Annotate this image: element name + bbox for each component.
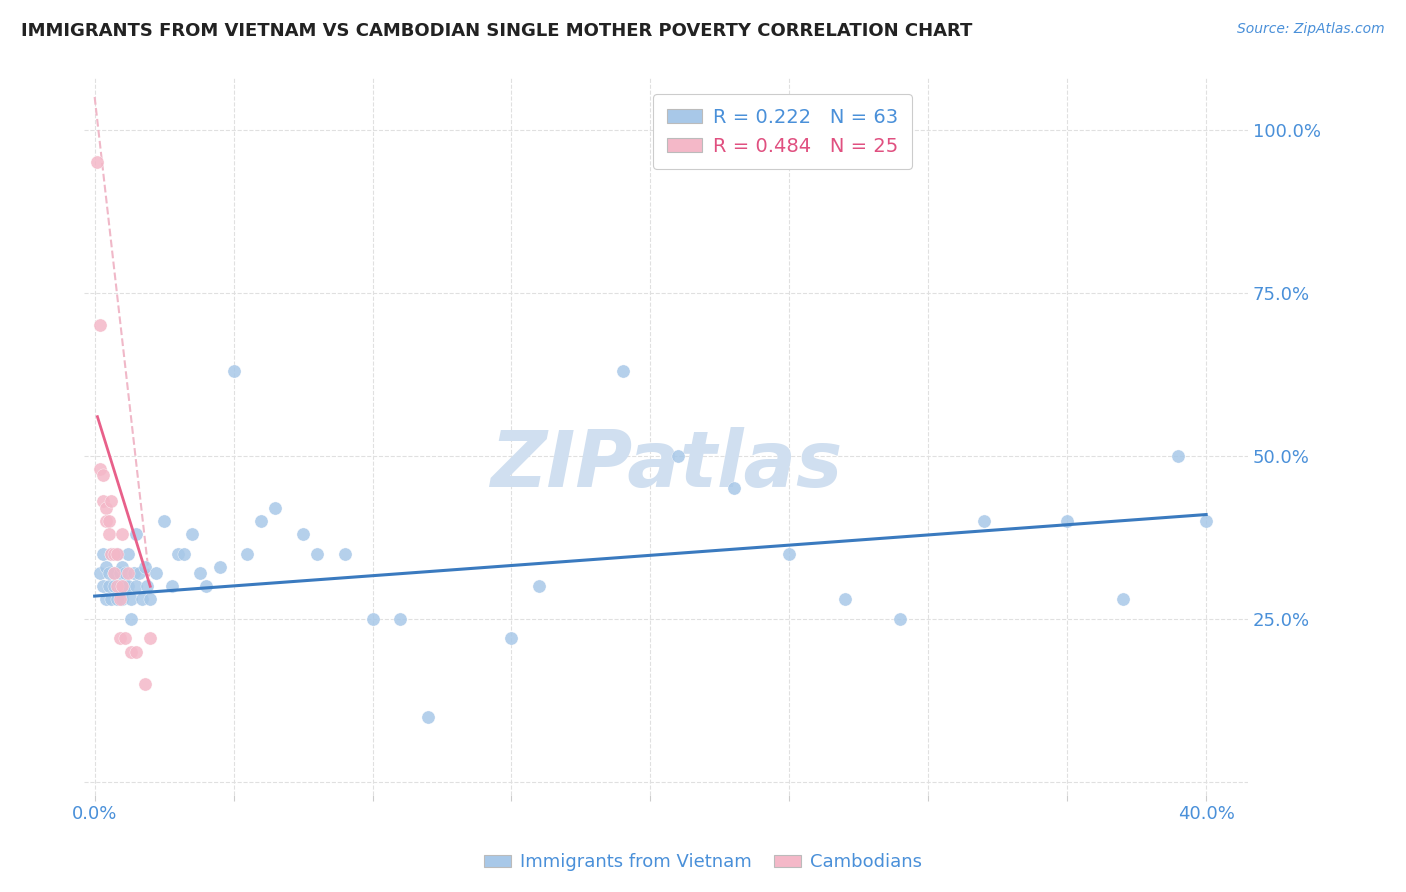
Point — [100, 494, 122, 508]
Point — [108, 566, 131, 581]
Point — [131, 592, 153, 607]
Point — [103, 566, 125, 581]
Point — [145, 566, 167, 581]
Point — [139, 592, 162, 607]
Point — [89, 566, 111, 581]
Point — [666, 449, 689, 463]
Point — [89, 462, 111, 476]
Point — [292, 527, 315, 541]
Point — [167, 547, 190, 561]
Point — [120, 592, 142, 607]
Point — [834, 592, 856, 607]
Point — [973, 514, 995, 528]
Point — [188, 566, 211, 581]
Point — [134, 677, 156, 691]
Point — [114, 566, 136, 581]
Point — [120, 644, 142, 658]
Point — [108, 632, 131, 646]
Point — [91, 494, 114, 508]
Point — [97, 566, 120, 581]
Point — [103, 547, 125, 561]
Point — [97, 514, 120, 528]
Point — [100, 547, 122, 561]
Point — [1167, 449, 1189, 463]
Text: IMMIGRANTS FROM VIETNAM VS CAMBODIAN SINGLE MOTHER POVERTY CORRELATION CHART: IMMIGRANTS FROM VIETNAM VS CAMBODIAN SIN… — [21, 22, 973, 40]
Point — [122, 566, 145, 581]
Point — [139, 632, 162, 646]
Point — [108, 592, 131, 607]
Point — [120, 612, 142, 626]
Point — [114, 579, 136, 593]
Point — [501, 632, 523, 646]
Point — [125, 579, 148, 593]
Point — [97, 527, 120, 541]
Point — [264, 501, 287, 516]
Text: Source: ZipAtlas.com: Source: ZipAtlas.com — [1237, 22, 1385, 37]
Point — [134, 559, 156, 574]
Legend: R = 0.222   N = 63, R = 0.484   N = 25: R = 0.222 N = 63, R = 0.484 N = 25 — [652, 95, 912, 169]
Point — [128, 566, 150, 581]
Point — [117, 566, 139, 581]
Point — [333, 547, 356, 561]
Point — [105, 547, 128, 561]
Point — [89, 318, 111, 333]
Point — [180, 527, 202, 541]
Point — [114, 632, 136, 646]
Point — [236, 547, 259, 561]
Point — [1112, 592, 1135, 607]
Point — [162, 579, 184, 593]
Point — [86, 155, 108, 169]
Point — [91, 579, 114, 593]
Point — [612, 364, 634, 378]
Point — [103, 566, 125, 581]
Point — [100, 547, 122, 561]
Point — [1056, 514, 1078, 528]
Point — [125, 644, 148, 658]
Point — [208, 559, 231, 574]
Point — [305, 547, 328, 561]
Point — [250, 514, 273, 528]
Point — [111, 579, 134, 593]
Point — [97, 579, 120, 593]
Point — [111, 527, 134, 541]
Text: ZIPatlas: ZIPatlas — [489, 427, 842, 503]
Legend: Immigrants from Vietnam, Cambodians: Immigrants from Vietnam, Cambodians — [477, 847, 929, 879]
Point — [125, 527, 148, 541]
Point — [889, 612, 911, 626]
Point — [529, 579, 551, 593]
Point — [1195, 514, 1218, 528]
Point — [94, 559, 117, 574]
Point — [91, 547, 114, 561]
Point — [194, 579, 217, 593]
Point — [153, 514, 176, 528]
Point — [723, 482, 745, 496]
Point — [117, 547, 139, 561]
Point — [91, 468, 114, 483]
Point — [389, 612, 412, 626]
Point — [100, 592, 122, 607]
Point — [105, 592, 128, 607]
Point — [173, 547, 195, 561]
Point — [136, 579, 159, 593]
Point — [222, 364, 245, 378]
Point — [105, 547, 128, 561]
Point — [108, 579, 131, 593]
Point — [94, 501, 117, 516]
Point — [361, 612, 384, 626]
Point — [94, 592, 117, 607]
Point — [103, 579, 125, 593]
Point — [94, 514, 117, 528]
Point — [111, 559, 134, 574]
Point — [117, 579, 139, 593]
Point — [111, 592, 134, 607]
Point — [105, 579, 128, 593]
Point — [416, 710, 439, 724]
Point — [778, 547, 800, 561]
